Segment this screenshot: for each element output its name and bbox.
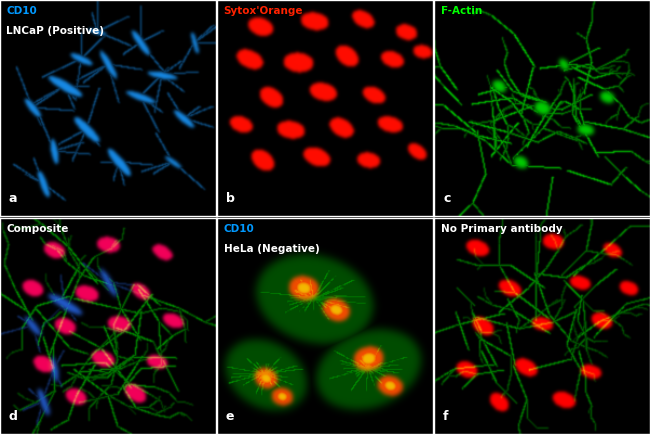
Text: F-Actin: F-Actin: [441, 7, 482, 16]
Text: CD10: CD10: [224, 224, 254, 234]
Text: No Primary antibody: No Primary antibody: [441, 224, 562, 234]
Text: f: f: [443, 410, 448, 423]
Text: e: e: [226, 410, 235, 423]
Text: a: a: [8, 192, 17, 205]
Text: Sytox'Orange: Sytox'Orange: [224, 7, 303, 16]
Text: HeLa (Negative): HeLa (Negative): [224, 244, 319, 254]
Text: d: d: [8, 410, 18, 423]
Text: Composite: Composite: [6, 224, 69, 234]
Text: c: c: [443, 192, 450, 205]
Text: b: b: [226, 192, 235, 205]
Text: CD10: CD10: [6, 7, 37, 16]
Text: LNCaP (Positive): LNCaP (Positive): [6, 26, 105, 36]
